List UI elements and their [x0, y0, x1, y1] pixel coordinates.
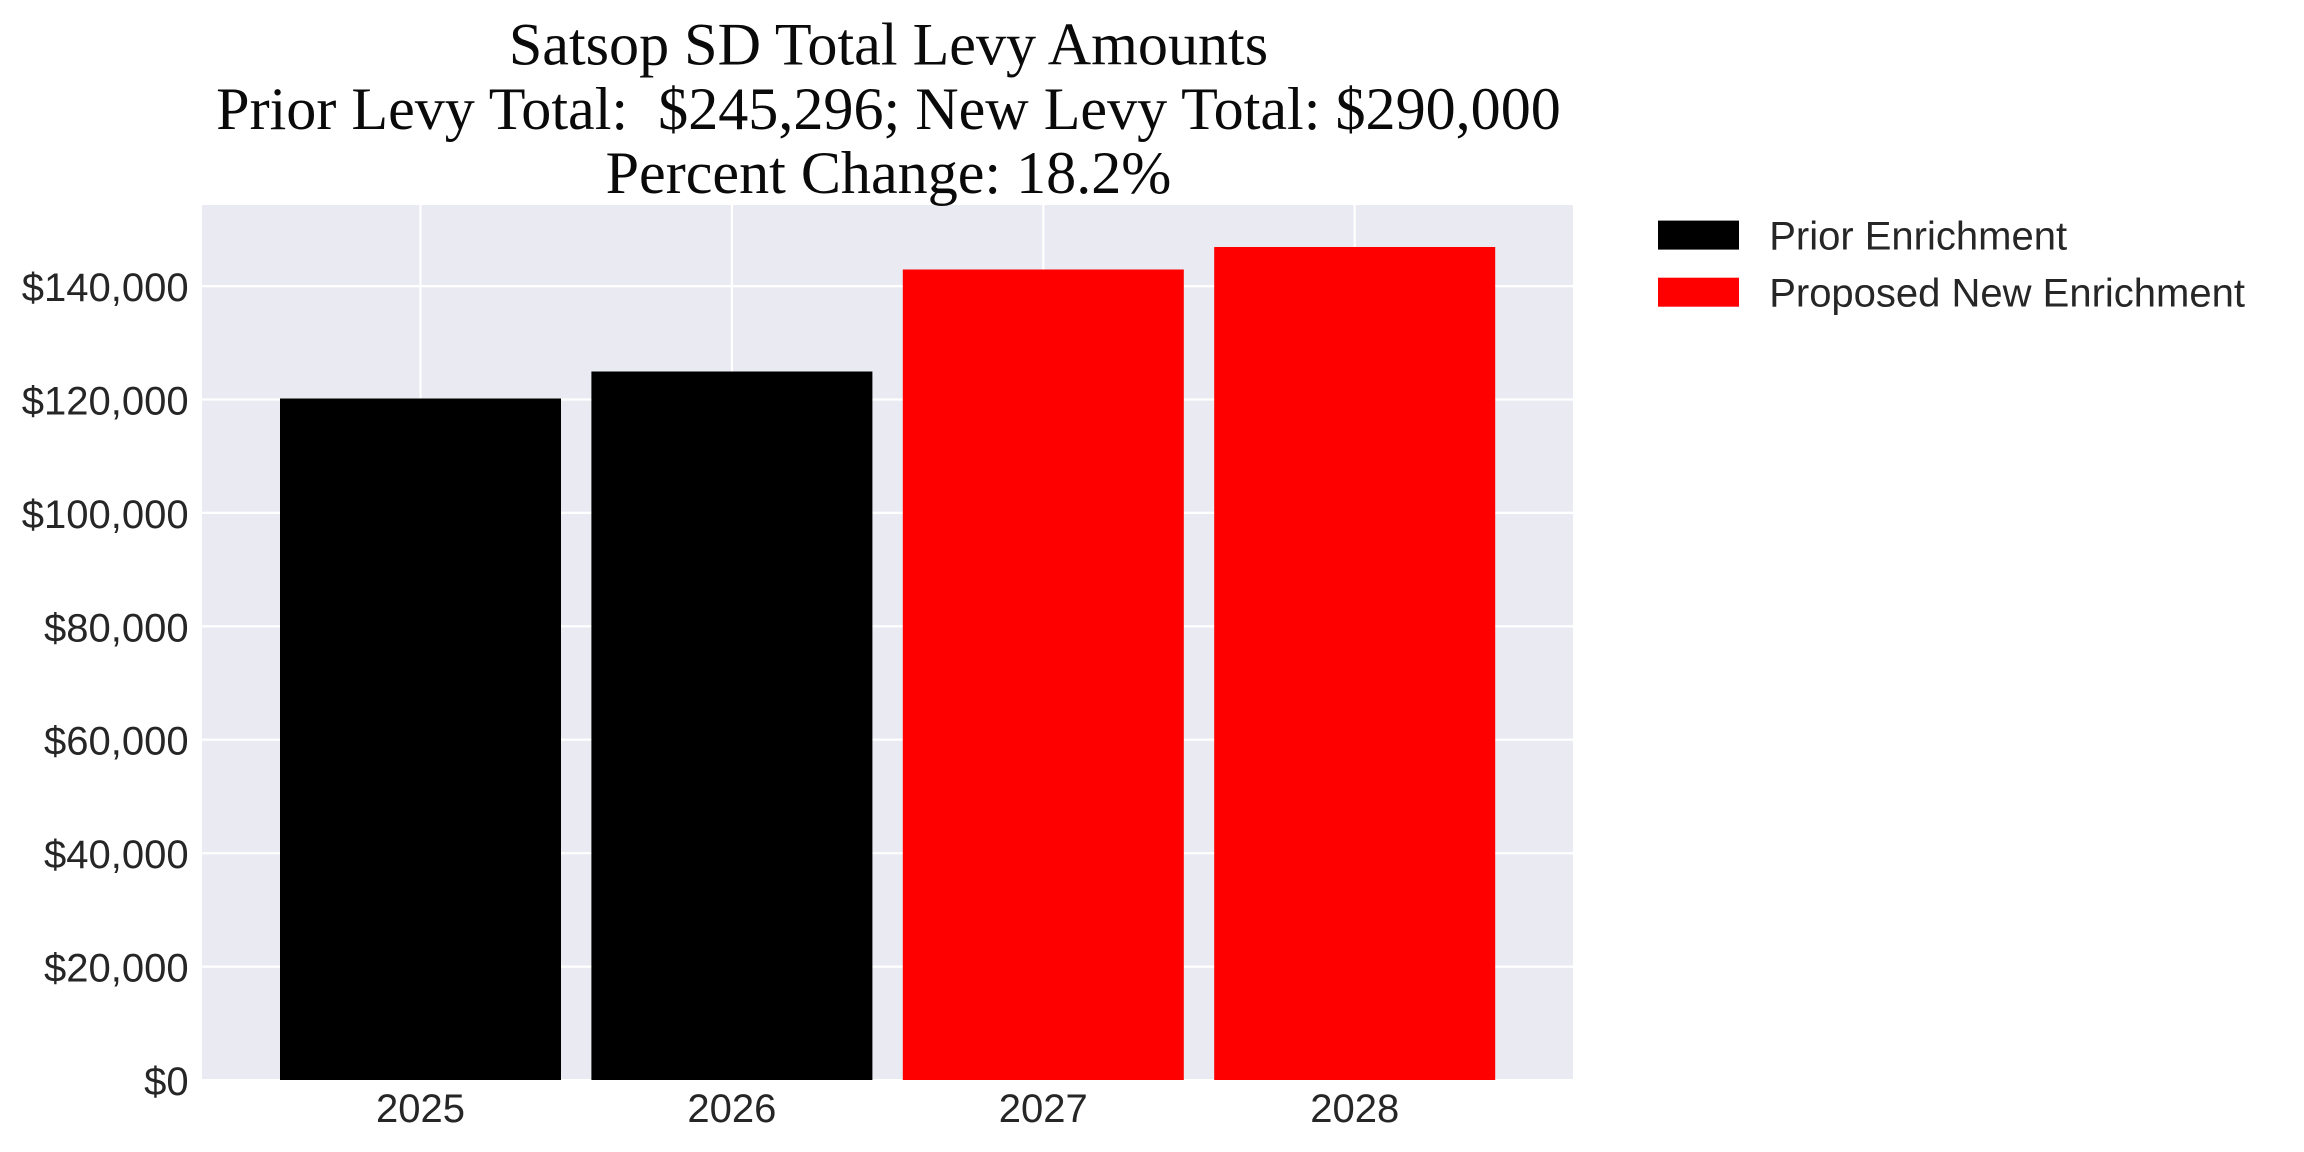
svg-text:$120,000: $120,000	[22, 380, 189, 424]
svg-text:2025: 2025	[376, 1087, 465, 1131]
svg-text:2026: 2026	[687, 1087, 776, 1131]
svg-text:$20,000: $20,000	[44, 947, 189, 991]
svg-text:Prior Levy Total: $245,296; N: Prior Levy Total: $245,296; New Levy Tot…	[216, 76, 1561, 143]
svg-text:$100,000: $100,000	[22, 493, 189, 537]
svg-text:$60,000: $60,000	[44, 720, 189, 764]
svg-text:$80,000: $80,000	[44, 606, 189, 650]
svg-text:2028: 2028	[1310, 1087, 1399, 1131]
svg-text:$0: $0	[144, 1060, 189, 1104]
svg-text:Percent Change: 18.2%: Percent Change: 18.2%	[606, 140, 1172, 207]
svg-text:Proposed New Enrichment: Proposed New Enrichment	[1769, 272, 2245, 316]
svg-text:Satsop SD Total Levy Amounts: Satsop SD Total Levy Amounts	[509, 12, 1268, 79]
svg-text:$140,000: $140,000	[22, 266, 189, 310]
svg-text:Prior Enrichment: Prior Enrichment	[1769, 215, 2067, 259]
svg-text:2027: 2027	[999, 1087, 1088, 1131]
svg-text:$40,000: $40,000	[44, 833, 189, 877]
